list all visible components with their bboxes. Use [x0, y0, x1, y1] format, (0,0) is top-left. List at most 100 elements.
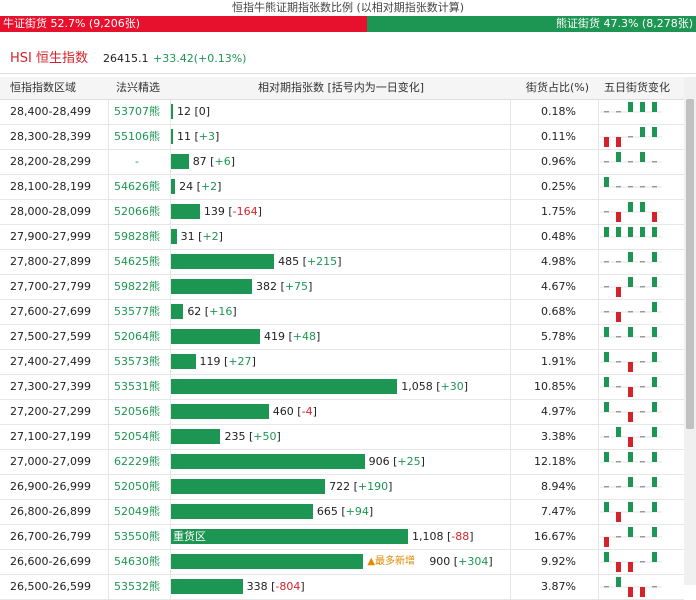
table-row: 27,400-27,499 53573熊 119 [+27] 1.91% [0, 350, 684, 375]
trend-bar [616, 261, 621, 263]
table-row: 28,400-28,499 53707熊 12 [0] 0.18% [0, 100, 684, 125]
trend-bar [628, 502, 633, 512]
row-cbbc-link[interactable]: 59822熊 [114, 280, 160, 293]
contract-count-value: 235 [224, 430, 246, 443]
trend-bar [652, 586, 657, 588]
scrollbar[interactable] [684, 77, 696, 585]
contract-change-value: +6 [214, 155, 231, 168]
row-contract-bar [170, 254, 275, 269]
row-cbbc-link[interactable]: 53707熊 [114, 105, 160, 118]
row-contract-bar [170, 479, 326, 494]
index-price: 26415.1 [103, 52, 149, 65]
row-cbbc-link[interactable]: 52056熊 [114, 405, 160, 418]
table-row: 27,800-27,899 54625熊 485 [+215] 4.98% [0, 250, 684, 275]
row-range: 27,700-27,799 [10, 280, 91, 293]
row-contract-count: 900 [+304] [429, 555, 493, 568]
row-cbbc-link[interactable]: 52049熊 [114, 505, 160, 518]
row-share: 8.94% [541, 480, 576, 493]
header-contracts: 相对期指张数 [括号内为一日变化] [258, 81, 425, 94]
table-row: 28,300-28,399 55106熊 11 [+3] 0.11% [0, 125, 684, 150]
row-share: 7.47% [541, 505, 576, 518]
row-cbbc-link[interactable]: 54630熊 [114, 555, 160, 568]
index-code[interactable]: HSI 恒生指数 [10, 51, 89, 66]
table-row: 28,000-28,099 52066熊 139 [-164] 1.75% [0, 200, 684, 225]
row-cbbc-link[interactable]: 52050熊 [114, 480, 160, 493]
row-range: 27,400-27,499 [10, 355, 91, 368]
trend-bar [628, 161, 633, 163]
trend-bar [640, 227, 645, 237]
row-cbbc-link[interactable]: 54626熊 [114, 180, 160, 193]
row-range: 27,300-27,399 [10, 380, 91, 393]
trend-bar [604, 452, 609, 462]
trend-bar [652, 212, 657, 222]
trend-bar [604, 227, 609, 237]
trend-bar [640, 461, 645, 463]
trend-bar [616, 562, 621, 572]
row-cbbc-link[interactable]: 52064熊 [114, 330, 160, 343]
row-share: 4.97% [541, 405, 576, 418]
trend-bar [640, 152, 645, 162]
row-contract-count: 235 [+50] [224, 430, 281, 443]
trend-bar [652, 327, 657, 337]
row-cbbc-link[interactable]: 53531熊 [114, 380, 160, 393]
contract-change-value: +2 [200, 180, 218, 193]
row-contract-bar [170, 504, 313, 519]
row-contract-bar [170, 154, 189, 169]
contract-change-value: -164 [232, 205, 258, 218]
row-range: 28,200-28,299 [10, 155, 91, 168]
contract-count-value: 665 [316, 505, 338, 518]
scrollbar-thumb[interactable] [686, 99, 694, 429]
row-cbbc-link[interactable]: 52054熊 [114, 430, 160, 443]
trend-bar [616, 461, 621, 463]
row-contract-count: 906 [+25] [368, 455, 425, 468]
trend-bar [628, 477, 633, 487]
trend-bar [652, 102, 657, 112]
contract-change-value: +215 [306, 255, 338, 268]
trend-bar [652, 227, 657, 237]
trend-bar [616, 577, 621, 587]
row-contract-bar [170, 379, 398, 394]
trend-bar [604, 377, 609, 387]
trend-bar [616, 287, 621, 297]
five-day-trend-chart [600, 427, 662, 447]
trend-bar [640, 102, 645, 112]
trend-bar [652, 127, 657, 137]
row-cbbc-link[interactable]: - [135, 155, 139, 168]
trend-bar [652, 302, 657, 312]
row-contract-count: 338 [-804] [246, 580, 305, 593]
five-day-trend-chart [600, 127, 662, 147]
trend-bar [604, 502, 609, 512]
row-cbbc-link[interactable]: 54625熊 [114, 255, 160, 268]
table-row: 26,700-26,799 53550熊 重货区 1,108 [-88] 16.67% [0, 525, 684, 550]
contract-change-value: +30 [440, 380, 464, 393]
most-added-hint: ▲最多新增 [367, 556, 416, 567]
row-cbbc-link[interactable]: 53532熊 [114, 580, 160, 593]
row-cbbc-link[interactable]: 59828熊 [114, 230, 160, 243]
row-cbbc-link[interactable]: 53577熊 [114, 305, 160, 318]
trend-bar [628, 202, 633, 212]
contract-count-value: 12 [177, 105, 191, 118]
five-day-trend-chart [600, 202, 662, 222]
contract-count-value: 906 [368, 455, 390, 468]
row-contract-bar [170, 304, 184, 319]
row-range: 27,500-27,599 [10, 330, 91, 343]
row-share: 10.85% [534, 380, 576, 393]
five-day-trend-chart [600, 577, 662, 597]
row-cbbc-link[interactable]: 53550熊 [114, 530, 160, 543]
trend-bar [628, 412, 633, 422]
trend-bar [628, 227, 633, 237]
table-row: 26,900-26,999 52050熊 722 [+190] 8.94% [0, 475, 684, 500]
row-cbbc-link[interactable]: 53573熊 [114, 355, 160, 368]
bull-bear-ratio-bar: 牛证街货 52.7% (9,206张) 熊证街货 47.3% (8,278张) [0, 16, 696, 32]
row-cbbc-link[interactable]: 55106熊 [114, 130, 160, 143]
row-cbbc-link[interactable]: 52066熊 [114, 205, 160, 218]
index-change: +33.42(+0.13%) [153, 52, 247, 65]
trend-bar [640, 286, 645, 288]
five-day-trend-chart [600, 327, 662, 338]
trend-bar [628, 587, 633, 597]
five-day-trend-chart [600, 402, 662, 422]
row-contract-bar [170, 579, 243, 594]
five-day-trend-chart [600, 527, 662, 547]
row-cbbc-link[interactable]: 62229熊 [114, 455, 160, 468]
trend-bar [616, 427, 621, 437]
